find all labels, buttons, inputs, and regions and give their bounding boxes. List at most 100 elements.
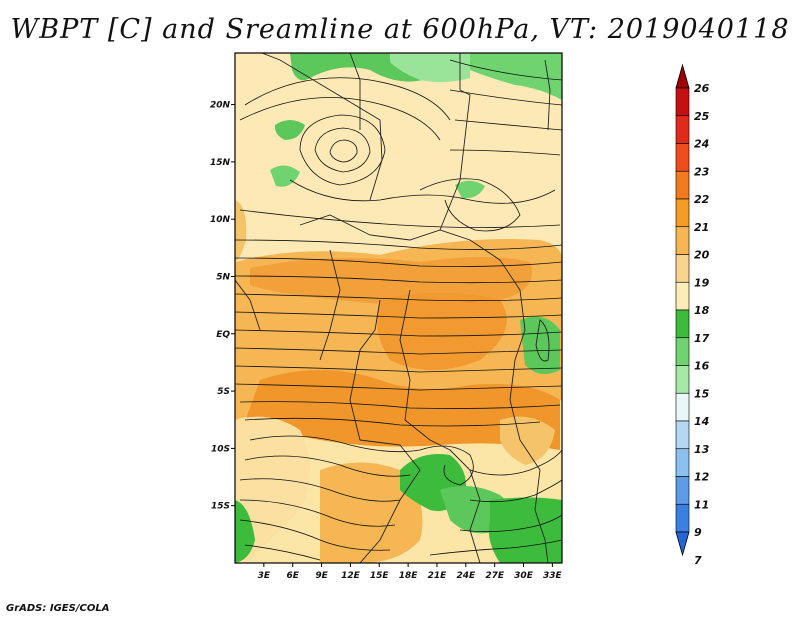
colorbar-label: 14 [694,415,709,428]
streamline [249,435,474,486]
colorbar-segment [675,420,690,450]
colorbar-label: 9 [694,526,702,539]
colorbar-label: 13 [694,443,710,456]
lon-label: 18E [399,571,419,581]
colorbar-label: 15 [694,387,710,400]
border-line [319,249,341,361]
orange-band-south [240,370,560,450]
border-line [261,53,383,201]
border-line [544,59,551,131]
colorbar-label: 17 [694,332,710,345]
footer-credit: GrADS: IGES/COLA [6,603,110,614]
green-patch-c [455,180,485,199]
border-line [519,439,549,563]
streamline [239,519,391,551]
colorbar-segment [675,503,690,533]
lat-label: EQ [216,330,230,340]
streamline [239,209,561,228]
lon-label: 6E [286,571,299,581]
border-line [299,214,501,261]
chart-title: WBPT [C] and Sreamline at 600hPa, VT: 20… [10,14,790,45]
streamline [235,365,562,373]
streamline [329,139,358,163]
border-line [499,259,526,441]
lat-label: 20N [210,101,231,111]
colorbar-label: 25 [694,110,710,123]
streamline [244,417,541,427]
green-patch-a [274,120,305,140]
lat-label: 5N [216,272,230,282]
longitude-axis: 3E 6E 9E 12E 15E 18E 21E 24E 27E 30E 33E [258,563,563,581]
border-line [359,439,421,563]
green-southwest [235,500,255,563]
streamline [235,311,562,319]
colorbar-label: 11 [694,498,709,511]
streamline [239,478,401,502]
lat-label: 10N [210,215,231,225]
border-line [399,289,451,451]
streamline [235,383,562,391]
colorbar-label: 12 [694,471,710,484]
colorbar-label: 18 [694,304,710,317]
border-line [439,53,471,231]
lon-label: 12E [341,571,361,581]
map-frame [234,52,563,564]
field-north [235,53,562,270]
colorbar-segment [675,337,690,366]
colorbar-label: 19 [694,276,710,289]
colorbar-segment [675,115,690,144]
border-line [449,449,481,563]
lon-label: 30E [514,571,534,581]
lon-label: 27E [485,571,505,581]
streamline [449,149,561,156]
lon-label: 9E [315,571,328,581]
colorbar-segment [675,143,690,172]
streamline [235,347,562,355]
streamline [235,239,562,250]
streamlines [235,59,562,561]
colorbar-bottom-arrow [675,531,690,557]
colorbar-segment [675,392,690,422]
streamline [299,114,386,186]
streamline [235,275,562,284]
border-line [349,299,381,441]
colorbar-segment [675,448,690,477]
streamline [449,59,562,81]
colorbar-label: 16 [694,360,710,373]
streamline [429,539,562,556]
colorbar-label: 22 [694,193,710,206]
country-borders [235,53,551,563]
colorbar: 26 25 24 23 22 21 20 19 18 17 16 15 14 13 12 11 9 7 [675,63,710,567]
orange-west-edge [235,200,247,262]
streamline [235,293,562,302]
border-line [235,279,261,331]
streamline [244,544,321,561]
lon-label: 3E [258,571,271,581]
lat-label: 5S [217,387,230,397]
lat-label: 15N [210,158,231,168]
temperature-field [235,53,562,563]
streamline [244,77,451,121]
colorbar-top-arrow [675,63,690,89]
streamline [419,178,521,232]
streamline [469,479,562,503]
orange-south [320,462,423,563]
orange-core [376,292,507,370]
colorbar-label: 23 [694,165,710,178]
streamline [235,257,562,267]
yellow-southwest [235,416,310,560]
colorbar-segment [675,226,690,255]
streamline [239,401,561,409]
streamline [469,449,562,476]
streamline [235,329,562,337]
lake-outline [535,319,550,362]
colorbar-segment [675,309,690,339]
lon-label: 33E [543,571,563,581]
streamline [314,127,371,173]
colorbar-label: 24 [694,138,709,151]
green-east [520,316,560,374]
latitude-axis: 20N 15N 10N 5N EQ 5S 10S 15S [210,101,235,512]
green-southeast [488,497,562,563]
